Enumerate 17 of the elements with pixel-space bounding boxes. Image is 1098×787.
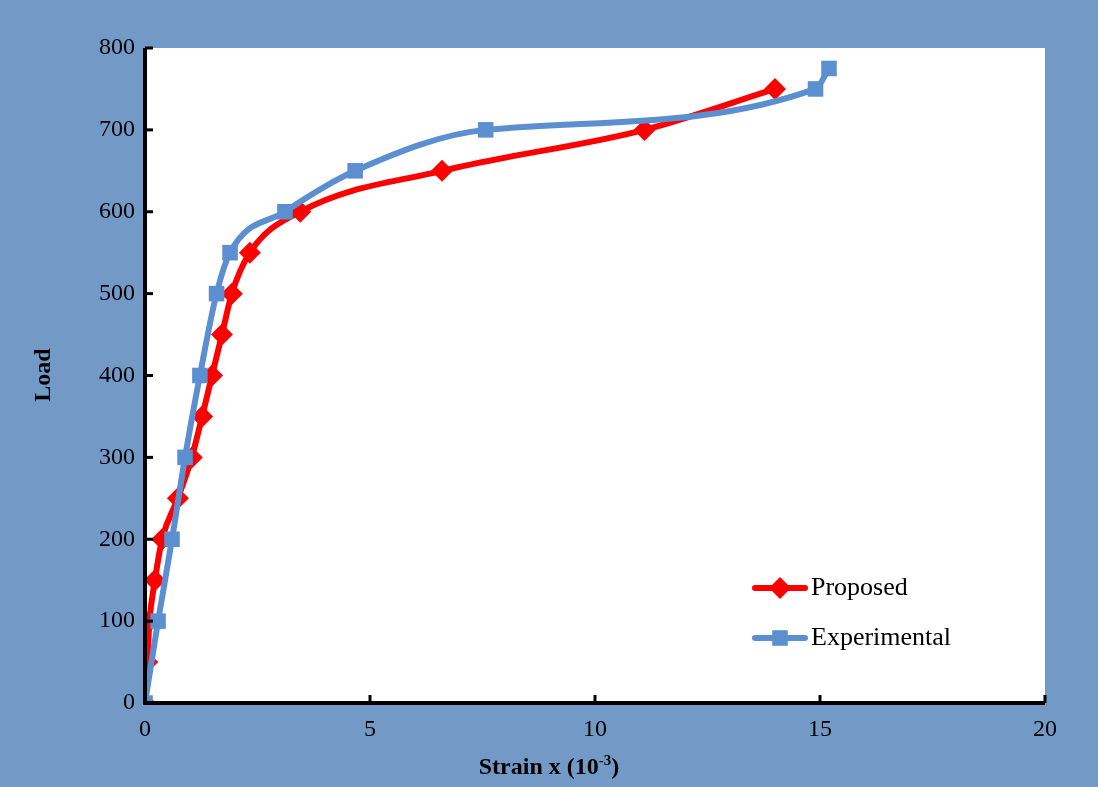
y-tick-label: 800 (99, 33, 135, 60)
x-tick-label: 20 (1033, 714, 1057, 741)
y-axis-title: Load (28, 348, 56, 402)
x-tick-label: 15 (808, 714, 832, 741)
legend-label: Proposed (811, 571, 908, 601)
legend-label: Experimental (811, 621, 952, 651)
y-tick-label: 200 (99, 524, 135, 551)
y-tick-label: 300 (99, 442, 135, 469)
y-tick-label: 0 (123, 688, 135, 715)
y-tick-label: 600 (99, 197, 135, 224)
y-tick-label: 700 (99, 115, 135, 142)
y-tick-label: 500 (99, 278, 135, 305)
x-tick-label: 5 (364, 714, 376, 741)
y-tick-label: 400 (99, 360, 135, 387)
y-tick-label: 100 (99, 606, 135, 633)
x-tick-label: 10 (583, 714, 607, 741)
x-axis-title: Strain x (10$^{-3}$) (477, 752, 621, 780)
